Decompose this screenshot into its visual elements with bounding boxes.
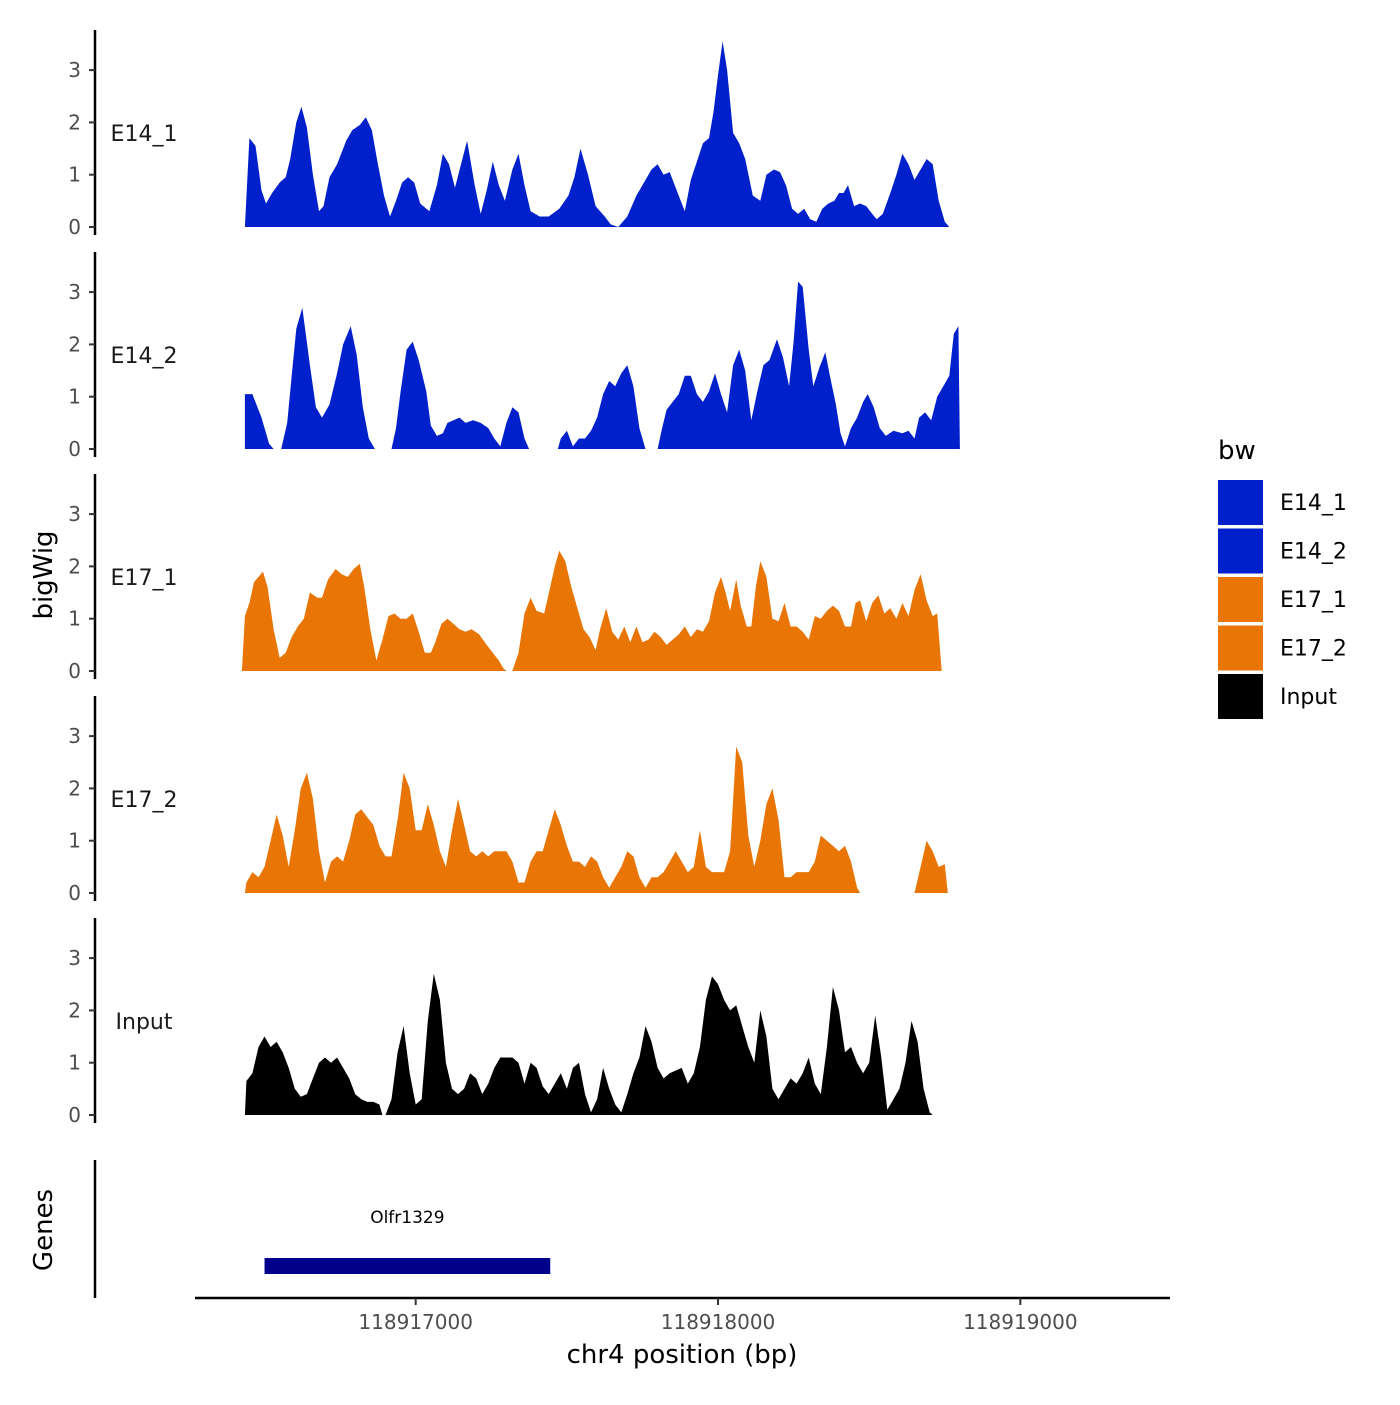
legend-label-E14_2: E14_2 (1280, 540, 1347, 565)
area-E14_2-segment-4 (657, 281, 960, 449)
tracks-group: 0 1 2 3 E14_1 0 1 2 3 E14_2 0 1 2 3 E17_1 0 1 2 3 E17_2 0 1 2 3… (29, 30, 960, 1127)
x-tick-label: 118918000 (661, 1310, 776, 1334)
area-E17_2-segment-1 (914, 840, 948, 893)
y-tick-label: 2 (68, 110, 81, 134)
y-tick-label: 2 (68, 554, 81, 578)
legend-label-E14_1: E14_1 (1280, 491, 1347, 516)
legend-title: bw (1218, 436, 1256, 466)
genes-panel: Genes Olfr1329 (29, 1160, 551, 1298)
area-E14_2-segment-3 (557, 365, 646, 449)
y-tick-label: 1 (68, 385, 81, 409)
y-tick-label: 1 (68, 163, 81, 187)
y-tick-label: 3 (68, 280, 81, 304)
track-E17_1: 0 1 2 3 E17_1 (68, 474, 942, 683)
track-E14_1: 0 1 2 3 E14_1 (68, 30, 950, 239)
y-tick-label: 3 (68, 58, 81, 82)
y-tick-label: 2 (68, 332, 81, 356)
y-tick-label: 0 (68, 1103, 81, 1127)
area-E17_2-segment-0 (244, 746, 861, 893)
y-tick-label: 1 (68, 607, 81, 631)
y-tick-label: 0 (68, 215, 81, 239)
y-tick-label: 0 (68, 659, 81, 683)
legend-swatch-Input (1218, 674, 1263, 719)
y-axis-title: bigWig (29, 530, 59, 619)
track-label-Input: Input (116, 1010, 173, 1035)
legend-swatch-E17_1 (1218, 577, 1263, 622)
track-E17_2: 0 1 2 3 E17_2 (68, 696, 948, 905)
track-label-E14_2: E14_2 (111, 344, 178, 369)
y-tick-label: 1 (68, 1051, 81, 1075)
gene-body-Olfr1329 (264, 1258, 551, 1274)
y-tick-label: 3 (68, 946, 81, 970)
legend-swatch-E17_2 (1218, 625, 1263, 671)
y-tick-label: 2 (68, 998, 81, 1022)
legend-label-Input: Input (1280, 685, 1337, 710)
track-Input: 0 1 2 3 Input (68, 918, 933, 1127)
x-axis: 118917000 118918000 118919000 chr4 position… (195, 1296, 1170, 1370)
legend-label-E17_2: E17_2 (1280, 637, 1347, 662)
x-tick-label: 118917000 (358, 1310, 473, 1334)
area-E17_1-segment-0 (241, 563, 507, 671)
legend-swatch-E14_1 (1218, 480, 1263, 525)
y-tick-label: 2 (68, 776, 81, 800)
track-label-E17_2: E17_2 (111, 788, 178, 813)
y-tick-label: 0 (68, 881, 81, 905)
gene-label-Olfr1329: Olfr1329 (370, 1208, 444, 1228)
area-Input-segment-1 (385, 973, 933, 1115)
legend-label-E17_1: E17_1 (1280, 588, 1347, 613)
y-tick-label: 1 (68, 829, 81, 853)
track-label-E14_1: E14_1 (111, 122, 178, 147)
legend: bw E14_1 E14_2 E17_1 E17_2 Input (1218, 436, 1347, 719)
track-label-E17_1: E17_1 (111, 566, 178, 591)
area-E14_2-segment-2 (391, 341, 530, 449)
y-tick-label: 0 (68, 437, 81, 461)
area-Input-segment-0 (244, 1036, 383, 1115)
y-tick-label: 3 (68, 724, 81, 748)
y-tick-label: 3 (68, 502, 81, 526)
x-tick-label: 118919000 (963, 1310, 1078, 1334)
area-E14_2-segment-0 (244, 394, 274, 449)
track-E14_2: 0 1 2 3 E14_2 (68, 252, 960, 461)
legend-swatch-E14_2 (1218, 528, 1263, 574)
x-axis-title: chr4 position (bp) (567, 1340, 798, 1370)
area-E17_1-segment-1 (512, 550, 942, 671)
area-E14_1-segment-0 (244, 41, 950, 227)
genes-axis-title: Genes (29, 1189, 59, 1271)
area-E14_2-segment-1 (281, 307, 375, 449)
